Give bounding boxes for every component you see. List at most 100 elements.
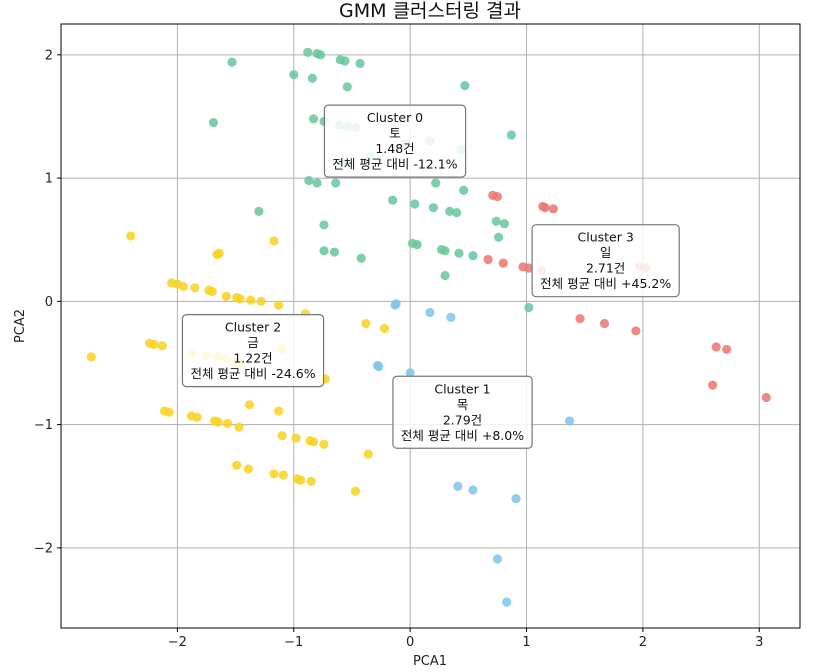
data-point-cluster-2 <box>319 439 329 449</box>
data-point-cluster-0 <box>227 57 237 67</box>
data-point-cluster-2 <box>222 418 233 428</box>
data-point-cluster-0 <box>460 81 470 91</box>
data-point-cluster-0 <box>308 114 319 124</box>
y-tick-label: 2 <box>45 48 53 63</box>
data-point-cluster-0 <box>452 207 462 218</box>
data-point-cluster-2 <box>232 460 242 470</box>
annotation-line: 전체 평균 대비 +45.2% <box>540 276 671 291</box>
data-point-cluster-2 <box>350 486 361 496</box>
x-tick-label: 3 <box>755 635 763 650</box>
data-point-cluster-2 <box>86 352 96 362</box>
data-point-cluster-0 <box>289 69 299 80</box>
data-point-cluster-2 <box>274 406 284 416</box>
annotation-line: 2.71건 <box>586 261 625 276</box>
x-tick-label: 0 <box>406 635 414 650</box>
data-point-cluster-0 <box>506 130 516 140</box>
x-axis-title: PCA1 <box>413 654 447 669</box>
data-point-cluster-2 <box>178 281 188 292</box>
data-point-cluster-3 <box>498 258 508 268</box>
data-point-cluster-2 <box>192 412 202 422</box>
data-point-cluster-3 <box>483 254 493 265</box>
y-tick-label: −1 <box>34 418 53 433</box>
data-point-cluster-3 <box>575 314 585 324</box>
data-point-cluster-0 <box>454 248 464 258</box>
data-point-cluster-0 <box>312 48 322 59</box>
data-point-cluster-1 <box>564 416 575 426</box>
data-point-cluster-2 <box>207 286 217 297</box>
data-point-cluster-1 <box>453 481 463 491</box>
annotation-line: Cluster 0 <box>367 110 423 125</box>
data-point-cluster-0 <box>303 47 313 57</box>
data-point-cluster-2 <box>244 400 255 410</box>
data-point-cluster-3 <box>722 344 732 355</box>
data-point-cluster-2 <box>212 249 222 260</box>
data-point-cluster-0 <box>410 199 420 209</box>
data-point-cluster-2 <box>235 294 245 304</box>
data-point-cluster-0 <box>208 118 219 128</box>
data-point-cluster-1 <box>446 312 456 322</box>
data-point-cluster-2 <box>243 464 253 474</box>
data-point-cluster-2 <box>157 341 167 351</box>
data-point-cluster-0 <box>428 203 439 213</box>
data-point-cluster-3 <box>708 380 718 390</box>
annotation-line: 전체 평균 대비 -12.1% <box>332 157 457 172</box>
data-point-cluster-3 <box>492 191 503 202</box>
data-point-cluster-0 <box>319 220 329 230</box>
x-tick-label: 1 <box>522 635 530 650</box>
annotation-line: Cluster 1 <box>434 381 490 396</box>
data-point-cluster-0 <box>342 82 352 92</box>
data-point-cluster-0 <box>459 185 469 196</box>
data-point-cluster-2 <box>274 300 284 310</box>
data-point-cluster-0 <box>524 302 534 313</box>
axis-ticks: −2 −1 0 1 2 3 −2 −1 0 1 2 <box>34 48 764 650</box>
data-point-cluster-1 <box>405 368 415 378</box>
data-point-cluster-2 <box>246 295 256 305</box>
data-point-cluster-2 <box>269 236 279 246</box>
data-point-cluster-3 <box>711 342 721 352</box>
data-point-cluster-0 <box>388 195 398 205</box>
annotation-line: 목 <box>457 397 469 412</box>
data-point-cluster-2 <box>361 318 371 329</box>
data-point-cluster-2 <box>291 433 301 443</box>
data-point-cluster-0 <box>356 253 366 263</box>
annotation-line: Cluster 2 <box>225 320 281 335</box>
data-point-cluster-2 <box>234 422 244 432</box>
data-point-cluster-0 <box>254 206 264 216</box>
data-point-cluster-0 <box>440 270 450 281</box>
annotation-box <box>531 224 680 298</box>
annotation-box <box>181 314 325 388</box>
data-point-cluster-1 <box>391 299 401 309</box>
data-point-cluster-1 <box>468 485 478 495</box>
data-point-cluster-2 <box>190 283 200 293</box>
data-point-cluster-3 <box>548 204 558 214</box>
data-point-cluster-0 <box>445 206 455 216</box>
plot-frame <box>60 23 801 629</box>
annotation-line: 2.79건 <box>443 412 482 427</box>
data-point-cluster-3 <box>540 203 550 213</box>
data-point-cluster-1 <box>502 597 512 607</box>
annotation-line: 전체 평균 대비 +8.0% <box>401 428 524 443</box>
y-tick-label: 1 <box>45 172 53 187</box>
data-point-cluster-1 <box>374 362 384 372</box>
data-point-cluster-2 <box>278 470 288 480</box>
data-point-cluster-0 <box>340 56 350 66</box>
data-point-cluster-1 <box>492 554 503 564</box>
data-point-cluster-1 <box>425 307 435 318</box>
data-point-cluster-0 <box>440 246 450 256</box>
annotation-line: 일 <box>600 245 612 260</box>
data-point-cluster-2 <box>296 475 306 485</box>
data-point-cluster-2 <box>256 296 266 306</box>
data-point-cluster-0 <box>355 58 365 69</box>
annotation-line: Cluster 3 <box>578 230 634 245</box>
data-point-cluster-0 <box>331 178 341 188</box>
x-tick-label: −2 <box>168 635 187 650</box>
y-tick-label: 0 <box>45 295 53 310</box>
data-point-cluster-0 <box>312 178 322 188</box>
x-tick-label: −1 <box>284 635 303 650</box>
data-point-cluster-3 <box>599 318 610 329</box>
